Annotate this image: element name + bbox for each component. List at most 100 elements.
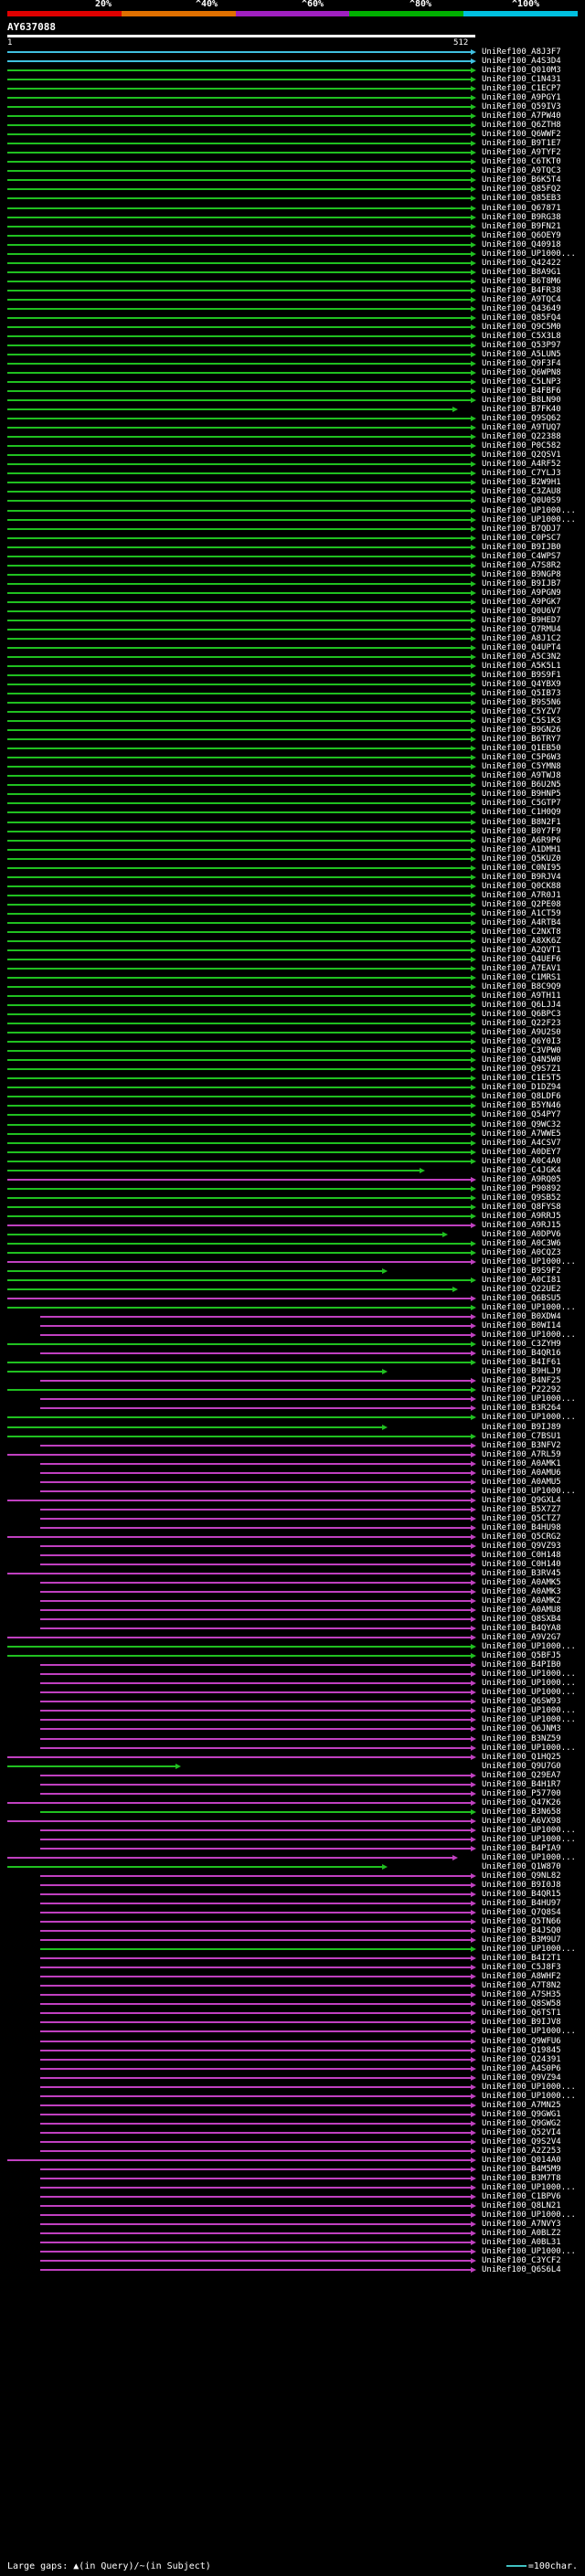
hit-bar[interactable] <box>7 298 472 301</box>
hit-row[interactable]: UniRef100_Q1W870 <box>0 1862 585 1871</box>
hit-row[interactable]: UniRef100_C6TKT0 <box>0 157 585 166</box>
hit-bar[interactable] <box>39 2140 472 2143</box>
hit-label[interactable]: UniRef100_B0Y7F9 <box>482 826 561 836</box>
hit-row[interactable]: UniRef100_Q67871 <box>0 204 585 213</box>
hit-label[interactable]: UniRef100_Q4N5W0 <box>482 1055 561 1065</box>
hit-label[interactable]: UniRef100_Q29EA7 <box>482 1770 561 1780</box>
hit-label[interactable]: UniRef100_P0C582 <box>482 441 561 451</box>
hit-bar[interactable] <box>7 536 472 539</box>
hit-bar[interactable] <box>39 2012 472 2015</box>
hit-row[interactable]: UniRef100_Q5KUZ0 <box>0 854 585 864</box>
hit-label[interactable]: UniRef100_UP1000... <box>482 1852 576 1862</box>
hit-bar[interactable] <box>39 2049 472 2051</box>
hit-row[interactable]: UniRef100_Q0U0S9 <box>0 496 585 505</box>
hit-row[interactable]: UniRef100_A7NVY3 <box>0 2220 585 2229</box>
hit-label[interactable]: UniRef100_Q9U7G0 <box>482 1761 561 1771</box>
hit-label[interactable]: UniRef100_P90892 <box>482 1183 561 1193</box>
hit-label[interactable]: UniRef100_Q8SW58 <box>482 1999 561 2009</box>
hit-row[interactable]: UniRef100_Q9GWG1 <box>0 2110 585 2119</box>
hit-bar[interactable] <box>7 1023 472 1025</box>
hit-row[interactable]: UniRef100_Q9VZ94 <box>0 2073 585 2083</box>
hit-label[interactable]: UniRef100_UP1000... <box>482 505 576 515</box>
hit-row[interactable]: UniRef100_B3NZ59 <box>0 1734 585 1744</box>
hit-row[interactable]: UniRef100_A0AMK3 <box>0 1587 585 1596</box>
hit-bar[interactable] <box>39 1912 472 1914</box>
hit-label[interactable]: UniRef100_Q67871 <box>482 203 561 213</box>
hit-label[interactable]: UniRef100_UP1000... <box>482 514 576 525</box>
hit-label[interactable]: UniRef100_A6VX98 <box>482 1816 561 1826</box>
hit-label[interactable]: UniRef100_C5YMN8 <box>482 762 561 772</box>
hit-label[interactable]: UniRef100_C3ZAU8 <box>482 487 561 497</box>
hit-bar[interactable] <box>39 2177 472 2179</box>
hit-row[interactable]: UniRef100_B4QR15 <box>0 1890 585 1899</box>
hit-bar[interactable] <box>7 170 472 173</box>
hit-row[interactable]: UniRef100_C0PSC7 <box>0 534 585 543</box>
hit-label[interactable]: UniRef100_UP1000... <box>482 1670 576 1680</box>
hit-row[interactable]: UniRef100_B4IF61 <box>0 1358 585 1367</box>
hit-row[interactable]: UniRef100_Q6S6L4 <box>0 2265 585 2274</box>
hit-bar[interactable] <box>39 1618 472 1621</box>
hit-row[interactable]: UniRef100_UP1000... <box>0 2183 585 2192</box>
hit-row[interactable]: UniRef100_B3RV45 <box>0 1569 585 1578</box>
hit-label[interactable]: UniRef100_A9PGK7 <box>482 597 561 607</box>
hit-label[interactable]: UniRef100_A0AMK1 <box>482 1458 561 1468</box>
hit-label[interactable]: UniRef100_Q22UE2 <box>482 1285 561 1295</box>
hit-label[interactable]: UniRef100_Q9S2V4 <box>482 2136 561 2147</box>
hit-row[interactable]: UniRef100_A1CT59 <box>0 909 585 918</box>
hit-bar[interactable] <box>7 1637 472 1639</box>
hit-bar[interactable] <box>39 2186 472 2189</box>
hit-row[interactable]: UniRef100_A7T8N2 <box>0 1981 585 1990</box>
hit-row[interactable]: UniRef100_Q85EB3 <box>0 194 585 203</box>
hit-bar[interactable] <box>7 1362 472 1364</box>
hit-row[interactable]: UniRef100_A9V2G7 <box>0 1633 585 1642</box>
hit-row[interactable]: UniRef100_UP1000... <box>0 1330 585 1340</box>
hit-label[interactable]: UniRef100_B4HU97 <box>482 1899 561 1909</box>
hit-row[interactable]: UniRef100_B6TRY7 <box>0 735 585 744</box>
hit-label[interactable]: UniRef100_Q2PE08 <box>482 899 561 909</box>
hit-label[interactable]: UniRef100_Q9S7Z1 <box>482 1065 561 1075</box>
hit-row[interactable]: UniRef100_B9HNP5 <box>0 790 585 799</box>
hit-label[interactable]: UniRef100_B9RG38 <box>482 212 561 222</box>
hit-row[interactable]: UniRef100_A9TQC3 <box>0 166 585 175</box>
hit-row[interactable]: UniRef100_A9RJ15 <box>0 1221 585 1230</box>
hit-label[interactable]: UniRef100_Q1W870 <box>482 1861 561 1871</box>
hit-label[interactable]: UniRef100_B9IJB0 <box>482 542 561 552</box>
hit-label[interactable]: UniRef100_UP1000... <box>482 2082 576 2092</box>
hit-row[interactable]: UniRef100_C5P6W3 <box>0 753 585 762</box>
hit-bar[interactable] <box>39 1682 472 1685</box>
hit-bar[interactable] <box>39 1976 472 1978</box>
hit-bar[interactable] <box>39 2067 472 2070</box>
hit-row[interactable]: UniRef100_Q9SQ62 <box>0 414 585 423</box>
hit-row[interactable]: UniRef100_Q5CRG2 <box>0 1532 585 1542</box>
hit-label[interactable]: UniRef100_A9RQ05 <box>482 1174 561 1184</box>
hit-row[interactable]: UniRef100_Q5BFJ5 <box>0 1651 585 1660</box>
hit-row[interactable]: UniRef100_Q59IV3 <box>0 102 585 111</box>
hit-bar[interactable] <box>7 885 472 887</box>
hit-row[interactable]: UniRef100_A0DEY7 <box>0 1148 585 1157</box>
hit-label[interactable]: UniRef100_Q43649 <box>482 303 561 313</box>
hit-bar[interactable] <box>7 408 453 411</box>
hit-bar[interactable] <box>39 1903 472 1905</box>
hit-bar[interactable] <box>7 252 472 255</box>
hit-row[interactable]: UniRef100_Q6ZTH8 <box>0 121 585 130</box>
hit-label[interactable]: UniRef100_UP1000... <box>482 1330 576 1341</box>
hit-row[interactable]: UniRef100_Q1EB50 <box>0 744 585 753</box>
hit-label[interactable]: UniRef100_A7MN25 <box>482 2100 561 2110</box>
hit-bar[interactable] <box>7 1187 472 1190</box>
hit-row[interactable]: UniRef100_C1H0Q9 <box>0 808 585 817</box>
hit-row[interactable]: UniRef100_Q5CTZ7 <box>0 1514 585 1523</box>
hit-bar[interactable] <box>7 977 472 980</box>
hit-bar[interactable] <box>39 1966 472 1969</box>
hit-label[interactable]: UniRef100_A7S8R2 <box>482 560 561 570</box>
hit-label[interactable]: UniRef100_Q2QSV1 <box>482 451 561 461</box>
hit-bar[interactable] <box>7 353 472 355</box>
hit-row[interactable]: UniRef100_Q6WPN8 <box>0 368 585 377</box>
hit-row[interactable]: UniRef100_C2NXT8 <box>0 928 585 937</box>
hit-row[interactable]: UniRef100_Q22UE2 <box>0 1285 585 1294</box>
hit-row[interactable]: UniRef100_Q47K26 <box>0 1798 585 1807</box>
hit-label[interactable]: UniRef100_UP1000... <box>482 1743 576 1753</box>
hit-bar[interactable] <box>7 1160 472 1162</box>
hit-bar[interactable] <box>7 619 472 621</box>
hit-bar[interactable] <box>39 2196 472 2199</box>
hit-bar[interactable] <box>7 830 472 832</box>
